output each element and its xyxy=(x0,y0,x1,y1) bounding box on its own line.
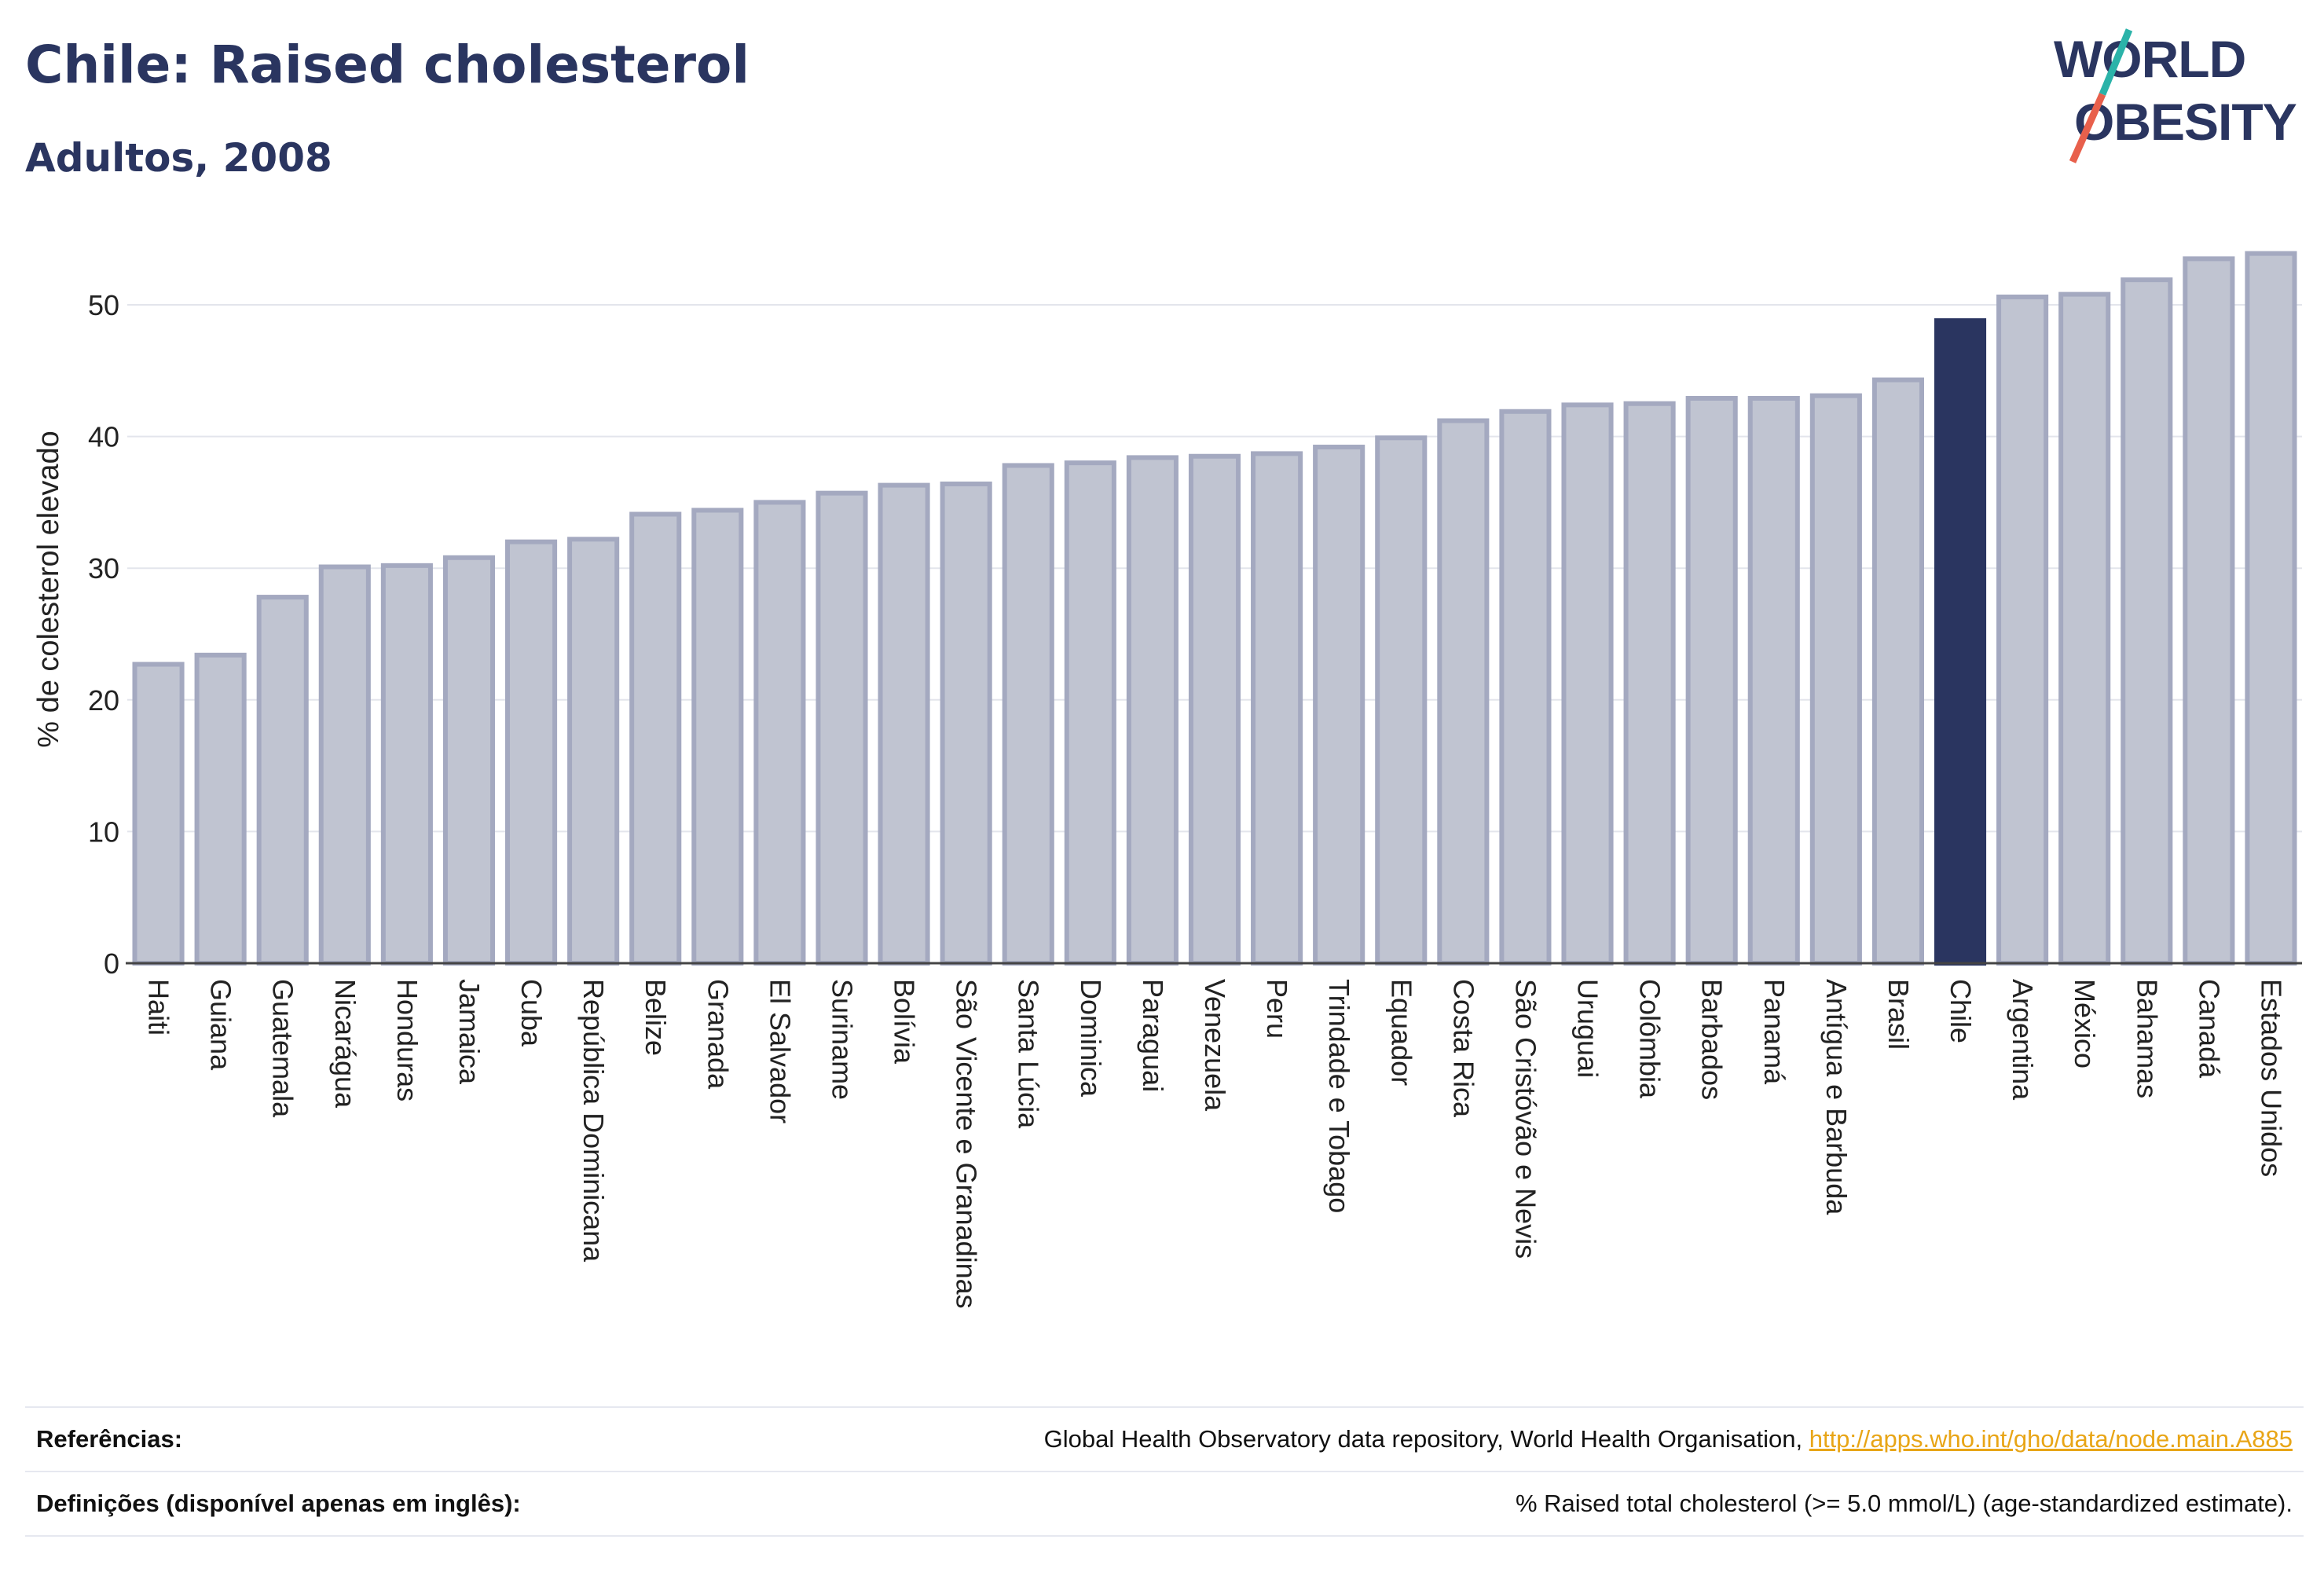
bar-dominica xyxy=(1064,460,1116,966)
references-link[interactable]: http://apps.who.int/gho/data/node.main.A… xyxy=(1809,1425,2293,1453)
bar-panamá xyxy=(1747,395,1800,966)
x-tick-label: Brasil xyxy=(1882,979,1915,1050)
definitions-value: % Raised total cholesterol (>= 5.0 mmol/… xyxy=(1515,1490,2293,1517)
x-tick-label: Argentina xyxy=(2007,979,2039,1101)
x-tick-label: Costa Rica xyxy=(1447,979,1479,1118)
definitions-label: Definições (disponível apenas em inglês)… xyxy=(36,1490,521,1517)
y-axis-label: % de colesterol elevado xyxy=(32,431,65,747)
bar-uruguai xyxy=(1561,402,1614,966)
svg-text:OBESITY: OBESITY xyxy=(2074,93,2297,151)
bar-estados-unidos xyxy=(2245,251,2297,966)
x-tick-label: Paraguai xyxy=(1137,979,1169,1092)
x-tick-label: Peru xyxy=(1261,979,1293,1039)
x-tick-label: Antígua e Barbuda xyxy=(1820,979,1853,1215)
bar-guiana xyxy=(194,652,247,966)
x-tick-label: Trindade e Tobago xyxy=(1323,979,1355,1213)
x-tick-label: Guiana xyxy=(205,979,237,1071)
y-tick-label: 50 xyxy=(88,289,119,321)
y-tick-label: 10 xyxy=(88,815,119,848)
x-tick-label: Suriname xyxy=(826,979,858,1100)
references-row: Referências: Global Health Observatory d… xyxy=(25,1408,2304,1471)
bar-honduras xyxy=(380,563,433,966)
x-tick-label: Panamá xyxy=(1758,979,1791,1085)
bar-bolívia xyxy=(878,482,930,966)
bar-antígua-e-barbuda xyxy=(1809,393,1862,966)
bar-haiti xyxy=(132,662,185,966)
x-tick-label: Estados Unidos xyxy=(2255,979,2287,1177)
bar-colômbia xyxy=(1623,401,1676,966)
bar-cuba xyxy=(505,539,558,966)
bar-são-vicente-e-granadinas xyxy=(940,481,992,966)
x-tick-label: Venezuela xyxy=(1199,979,1231,1112)
bar-paraguai xyxy=(1126,455,1178,966)
x-tick-label: México xyxy=(2069,979,2101,1068)
footer-divider xyxy=(25,1535,2304,1537)
x-tick-label: Nicarágua xyxy=(329,979,361,1109)
x-tick-label: El Salvador xyxy=(764,979,796,1123)
bar-suriname xyxy=(816,490,868,966)
x-tick-label: Dominica xyxy=(1075,979,1107,1098)
x-tick-label: Uruguai xyxy=(1572,979,1604,1078)
x-tick-label: Santa Lúcia xyxy=(1013,979,1045,1129)
x-tick-label: Chile xyxy=(1945,979,1977,1043)
bar-belize xyxy=(629,511,682,966)
bar-chile xyxy=(1934,318,1987,966)
x-tick-label: Bahamas xyxy=(2131,979,2163,1098)
world-obesity-logo: WORLD OBESITY xyxy=(2054,28,2297,163)
x-tick-label: Belize xyxy=(640,979,672,1056)
definitions-row: Definições (disponível apenas em inglês)… xyxy=(25,1472,2304,1535)
bar-barbados xyxy=(1685,395,1738,966)
x-tick-label: Honduras xyxy=(391,979,423,1101)
x-tick-label: Cuba xyxy=(515,979,548,1047)
bar-jamaica xyxy=(442,555,496,966)
x-tick-label: São Vicente e Granadinas xyxy=(951,979,983,1309)
bar-nicarágua xyxy=(318,564,371,966)
bar-costa-rica xyxy=(1437,418,1490,966)
bar-peru xyxy=(1251,451,1303,966)
x-tick-label: Jamaica xyxy=(453,979,486,1085)
bar-santa-lúcia xyxy=(1002,463,1054,966)
y-tick-label: 0 xyxy=(104,947,119,980)
y-tick-label: 20 xyxy=(88,684,119,717)
references-label: Referências: xyxy=(36,1425,183,1453)
bar-el-salvador xyxy=(753,500,806,966)
y-axis-ticks: 0 10 20 30 40 50 xyxy=(88,289,119,980)
x-tick-label: Equador xyxy=(1385,979,1417,1086)
x-tick-label: Colômbia xyxy=(1634,979,1666,1099)
x-tick-label: Granada xyxy=(702,979,734,1090)
x-axis-ticks: Haiti Guiana Guatemala Nicarágua Honduras Jam… xyxy=(143,979,2288,1309)
references-value: Global Health Observatory data repositor… xyxy=(1044,1425,2293,1453)
bar-brasil xyxy=(1871,377,1924,966)
svg-text:WORLD: WORLD xyxy=(2054,30,2245,88)
y-tick-label: 30 xyxy=(88,552,119,585)
footer-divider xyxy=(25,1471,2304,1472)
x-tick-label: São Cristóvão e Nevis xyxy=(1509,979,1541,1259)
x-tick-label: Haiti xyxy=(143,979,175,1035)
bar-méxico xyxy=(2058,291,2111,966)
references-text: Global Health Observatory data repositor… xyxy=(1043,1425,1809,1453)
x-tick-label: Guatemala xyxy=(267,979,299,1118)
footer-divider xyxy=(25,1406,2304,1408)
chart-subtitle: Adultos, 2008 xyxy=(25,135,332,181)
bar-granada xyxy=(691,508,744,966)
bar-chart: 0 10 20 30 40 50 Haiti Guiana Guatemala Nicarágu… xyxy=(32,251,2302,1309)
x-tick-label: Barbados xyxy=(1696,979,1728,1100)
chart-title: Chile: Raised cholesterol xyxy=(25,35,750,95)
bar-trindade-e-tobago xyxy=(1313,445,1365,966)
bar-são-cristóvão-e-nevis xyxy=(1499,409,1552,966)
y-tick-label: 40 xyxy=(88,421,119,453)
bar-guatemala xyxy=(256,595,309,966)
bars xyxy=(132,251,2297,966)
bar-argentina xyxy=(1996,294,2049,966)
bar-república-dominicana xyxy=(567,537,620,966)
x-tick-label: Bolívia xyxy=(889,979,921,1065)
x-tick-label: República Dominicana xyxy=(577,979,610,1263)
bar-venezuela xyxy=(1188,453,1241,966)
bar-bahamas xyxy=(2121,277,2173,966)
bar-canadá xyxy=(2183,256,2235,966)
bar-equador xyxy=(1375,435,1428,966)
x-tick-label: Canadá xyxy=(2193,979,2225,1079)
